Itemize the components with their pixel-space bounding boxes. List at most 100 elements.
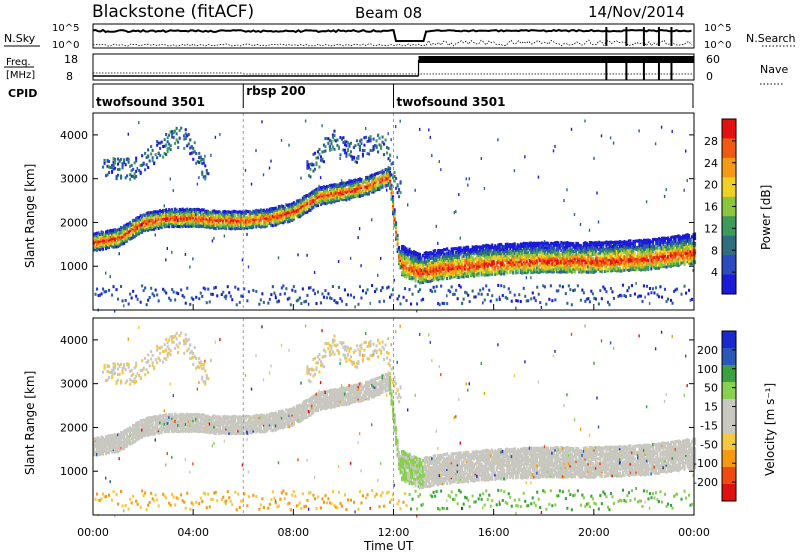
power-cell [447,251,450,255]
power-cell [343,190,346,194]
power-cell [93,232,96,236]
power-cell [162,217,165,221]
power-cell [626,253,629,257]
power-cell [144,168,147,172]
power-cell [171,224,174,228]
power-cell [685,251,688,256]
power-noise [483,186,486,190]
power-cell [665,299,668,303]
power-cell [132,175,135,178]
power-cell [594,241,597,245]
power-cell [372,182,375,186]
power-cell [399,266,402,270]
power-cell [626,240,629,244]
power-cell [600,256,603,260]
power-cell [468,300,471,304]
power-cell [316,189,319,193]
power-cell [648,242,651,247]
power-cell [453,263,456,267]
power-cell [447,258,450,262]
power-cell [210,221,213,225]
power-cell [151,227,154,231]
power-cell [334,191,337,195]
power-cell [129,229,132,233]
power-cell [148,222,151,226]
power-cell [309,208,312,212]
power-cell [282,205,285,209]
power-cell [659,261,662,265]
power-cell [629,251,632,255]
power-cell [340,194,343,198]
power-cell [694,254,697,258]
power-cell [154,153,157,157]
power-cell [608,245,611,249]
power-cell [630,266,633,270]
power-cell [694,257,697,261]
power-cell [303,197,306,201]
power-cell [318,194,321,198]
power-cell [348,182,351,186]
power-cell [204,215,207,219]
power-cell [231,216,234,220]
power-cell [360,191,363,195]
power-cell [561,254,564,258]
power-cell [259,221,262,225]
power-noise [554,144,556,148]
power-cell [202,158,205,161]
power-cell [515,299,518,303]
power-cell [519,246,522,250]
power-noise [468,177,470,181]
power-cell [120,233,123,237]
power-cell [342,190,345,194]
power-cell [331,135,334,139]
power-cell [674,239,677,244]
power-cell [255,208,258,212]
power-cell [183,218,186,222]
power-cell [663,248,666,252]
power-cell [345,151,348,155]
power-cell [510,256,513,260]
power-cell [162,208,165,213]
power-cell [277,209,280,213]
power-cell [405,255,408,260]
power-cell [591,270,594,274]
power-cell [295,204,298,208]
power-cell [172,220,175,224]
power-cell [656,266,659,270]
power-noise [570,127,573,131]
power-cell [593,263,596,267]
power-cell [485,246,488,250]
power-cell [132,235,135,239]
power-cell [536,255,539,259]
power-cell [133,228,136,233]
power-cell [416,256,419,260]
power-cell [635,265,638,269]
power-cell [417,290,420,293]
power-cell [497,258,500,262]
power-cell [488,252,491,256]
power-cell [494,270,497,274]
power-cell [615,249,618,254]
power-cell [261,209,264,213]
power-cell [441,272,444,276]
power-cell [171,218,174,222]
power-cell [172,135,175,139]
power-cell [401,255,404,259]
power-cell [328,192,331,196]
power-cell [340,299,343,303]
power-cell [241,223,244,227]
power-cell [377,171,380,175]
power-cell [151,156,154,160]
power-cell [321,195,324,199]
power-cell [190,218,193,222]
power-cell [534,244,537,248]
power-cell [94,239,97,244]
power-cell [498,297,501,301]
power-cell [639,246,642,250]
power-cell [102,247,105,251]
power-cell [612,260,615,265]
power-cell [486,261,489,265]
power-cell [533,251,536,255]
power-cell [509,250,512,254]
power-cell [498,254,501,258]
